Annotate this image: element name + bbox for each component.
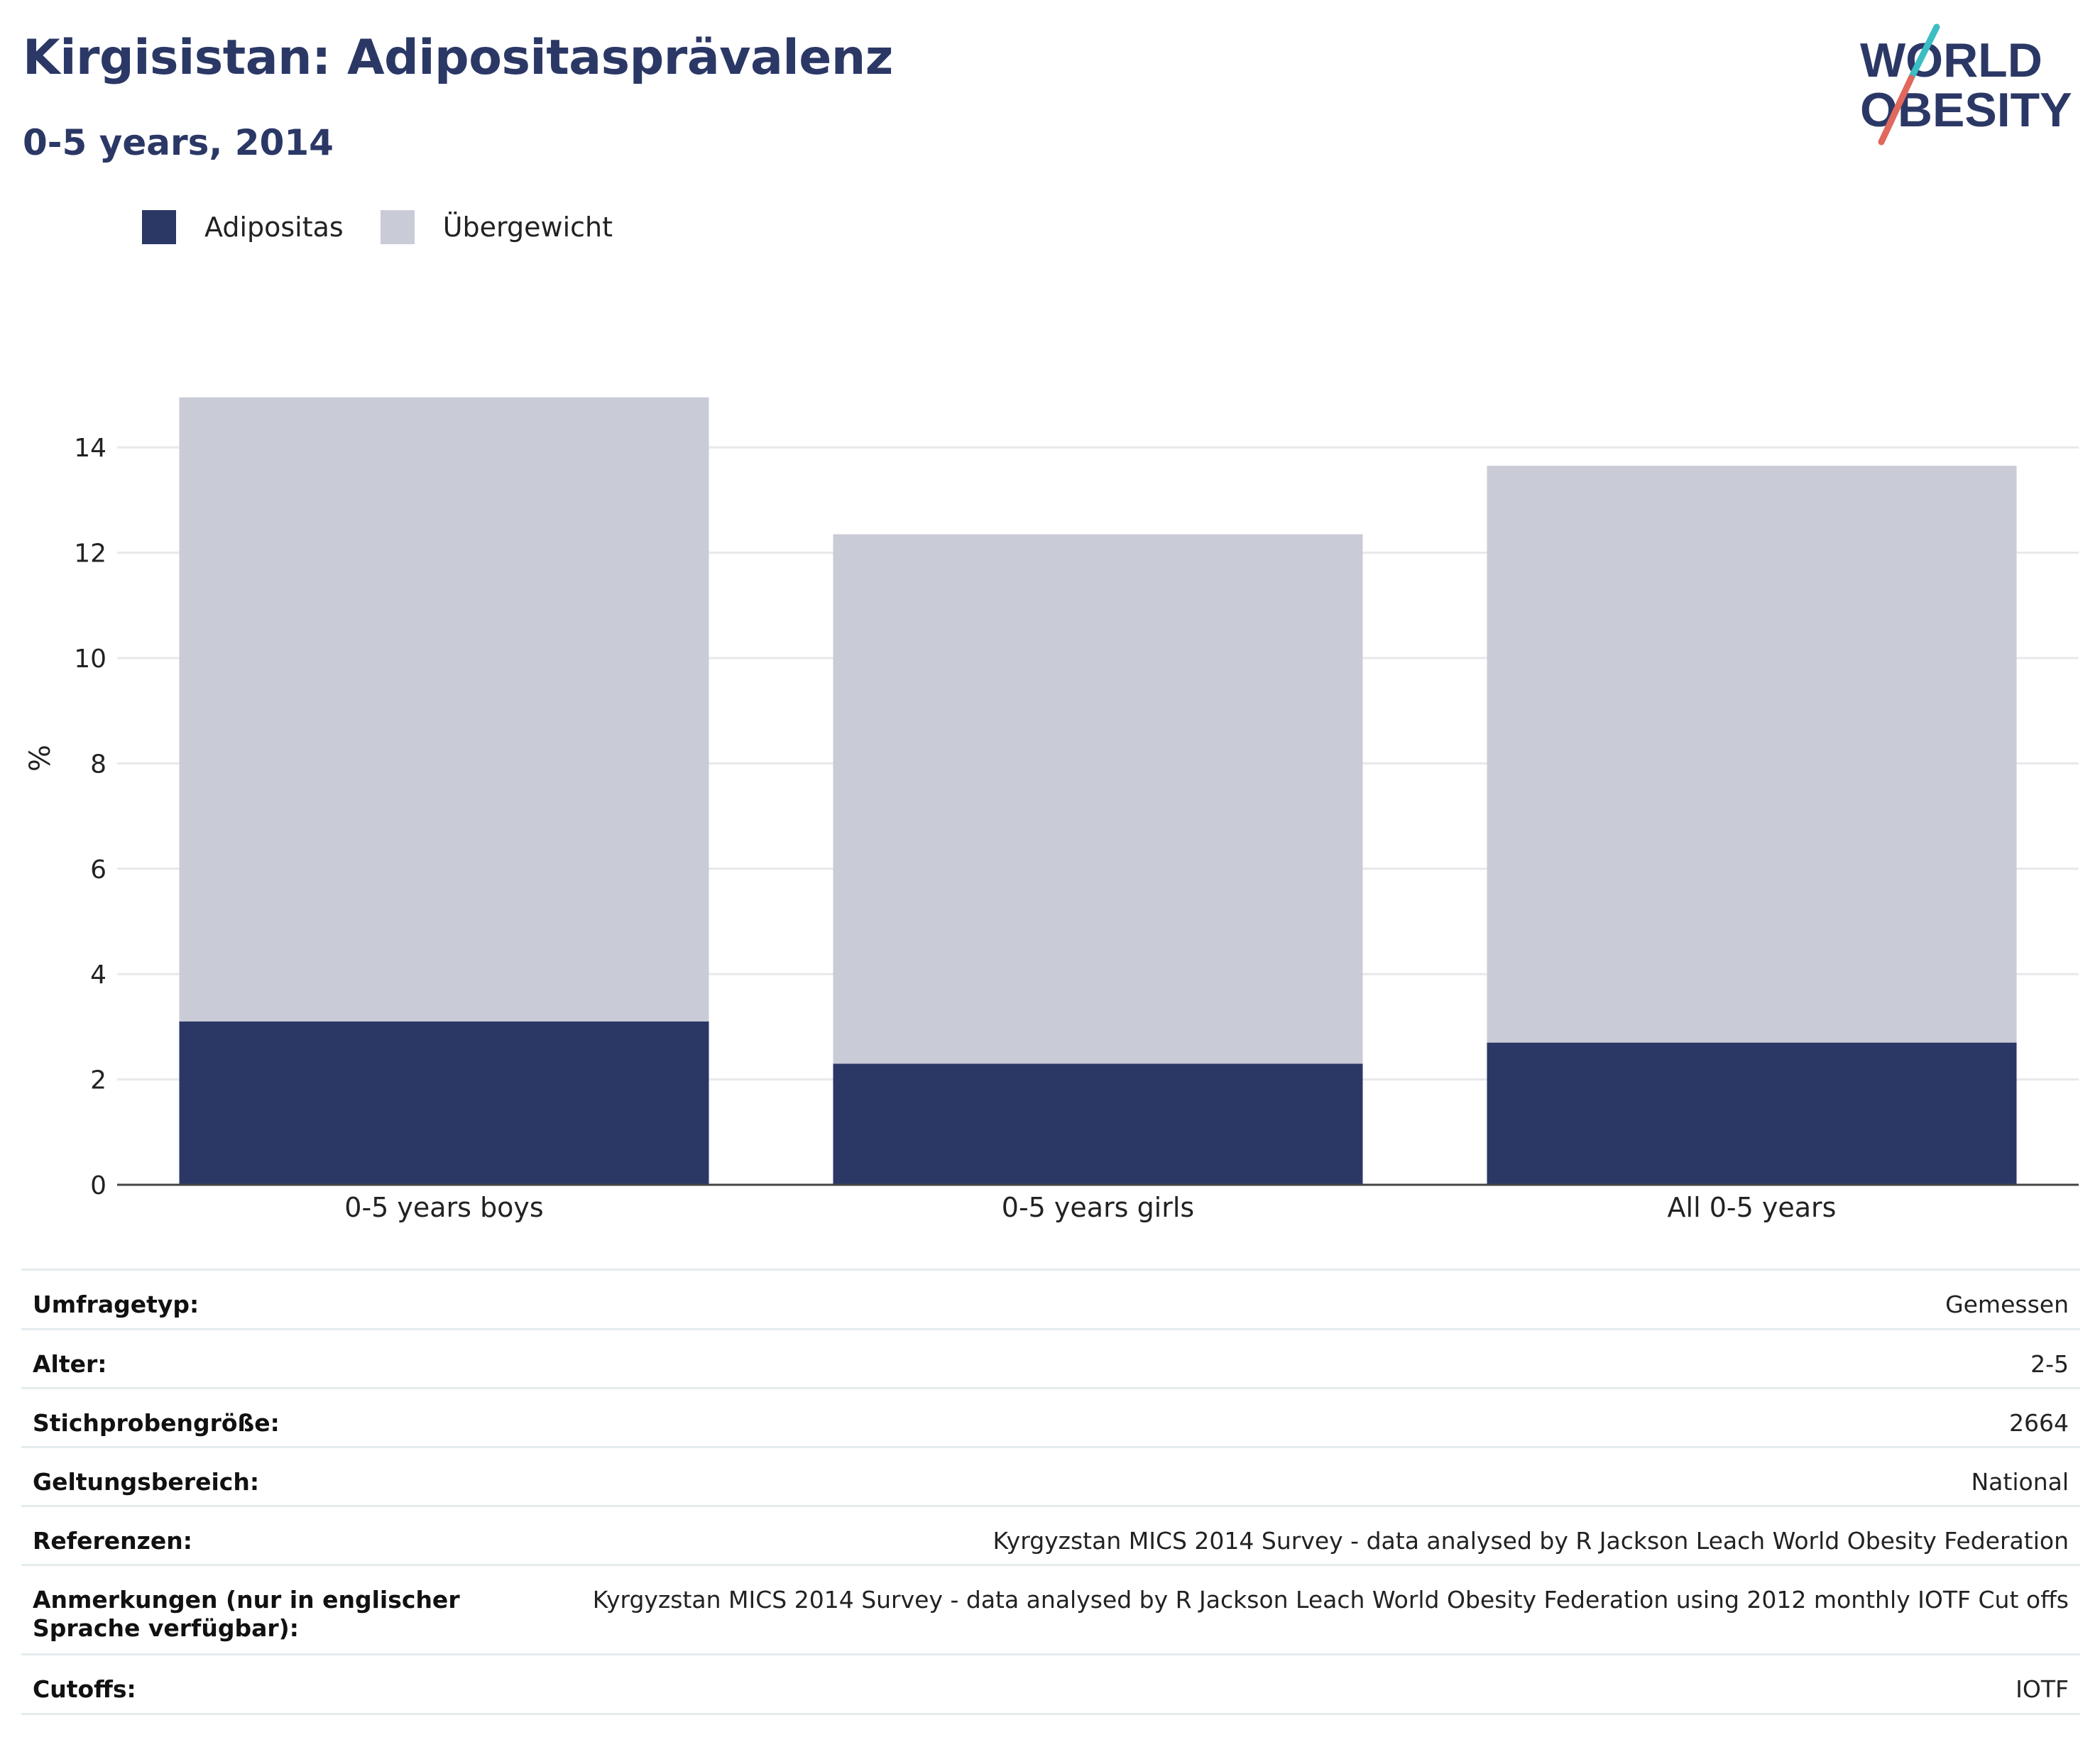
y-tick-label: 2 [90,1066,106,1095]
info-label: Geltungsbereich: [33,1468,260,1496]
y-tick-label: 6 [90,855,106,885]
y-tick-label: 12 [74,540,106,569]
info-label: Alter: [33,1350,107,1378]
chart-legend: Adipositas Übergewicht [142,210,650,244]
info-row: Alter: 2-5 [21,1328,2080,1387]
stacked-bar-chart: 0 2 4 6 8 10 12 14% 0-5 years boys 0-5 years girl… [24,397,2079,1223]
svg-text:WORLD: WORLD [1860,33,2042,87]
legend-item-uebergewicht[interactable]: Übergewicht [380,210,613,244]
y-tick-label: 10 [74,645,106,674]
chart-title: Kirgisistan: Adipositasprävalenz [23,30,893,86]
legend-swatch-uebergewicht [380,210,415,244]
info-label: Umfragetyp: [33,1291,199,1318]
info-value: 2664 [2009,1409,2069,1437]
info-value: National [1971,1468,2069,1496]
info-value: 2-5 [2030,1350,2069,1378]
info-row: Cutoffs: IOTF [21,1653,2080,1713]
bar-uebergewicht[interactable] [1487,466,2017,1043]
chart-subtitle: 0-5 years, 2014 [23,122,334,163]
bar-uebergewicht[interactable] [179,397,709,1022]
info-row: Referenzen: Kyrgyzstan MICS 2014 Survey -… [21,1505,2080,1564]
bar-adipositas[interactable] [179,1021,709,1185]
x-tick-label: All 0-5 years [1668,1192,1837,1223]
info-row: Anmerkungen (nur in englischer Sprache v… [21,1564,2080,1653]
info-value: Kyrgyzstan MICS 2014 Survey - data analy… [992,1527,2069,1555]
y-tick-label: 4 [90,960,106,990]
legend-label-adipositas: Adipositas [204,212,344,243]
y-tick-label: 8 [90,750,106,779]
bar-adipositas[interactable] [1487,1042,2017,1185]
survey-info-table: Umfragetyp: Gemessen Alter: 2-5 Stichprobeng… [21,1269,2080,1715]
y-axis-label: % [24,745,57,772]
bar-uebergewicht[interactable] [833,534,1363,1064]
x-tick-label: 0-5 years girls [1002,1192,1194,1223]
y-tick-label: 14 [74,434,106,463]
info-value: Kyrgyzstan MICS 2014 Survey - data analy… [592,1586,2069,1614]
x-tick-label: 0-5 years boys [344,1192,543,1223]
info-value: IOTF [2016,1675,2069,1703]
table-bottom-divider [21,1713,2080,1715]
info-row: Stichprobengröße: 2664 [21,1387,2080,1446]
legend-swatch-adipositas [142,210,176,244]
info-label: Anmerkungen (nur in englischer Sprache v… [33,1586,460,1642]
info-label: Referenzen: [33,1527,192,1555]
info-row: Geltungsbereich: National [21,1446,2080,1505]
legend-label-uebergewicht: Übergewicht [442,212,613,243]
info-label: Cutoffs: [33,1675,136,1703]
world-obesity-logo: WORLD OBESITY [1860,23,2072,146]
legend-item-adipositas[interactable]: Adipositas [142,210,344,244]
info-row: Umfragetyp: Gemessen [21,1269,2080,1328]
bar-adipositas[interactable] [833,1063,1363,1185]
info-value: Gemessen [1945,1291,2069,1318]
y-tick-label: 0 [90,1171,106,1200]
info-label: Stichprobengröße: [33,1409,280,1437]
